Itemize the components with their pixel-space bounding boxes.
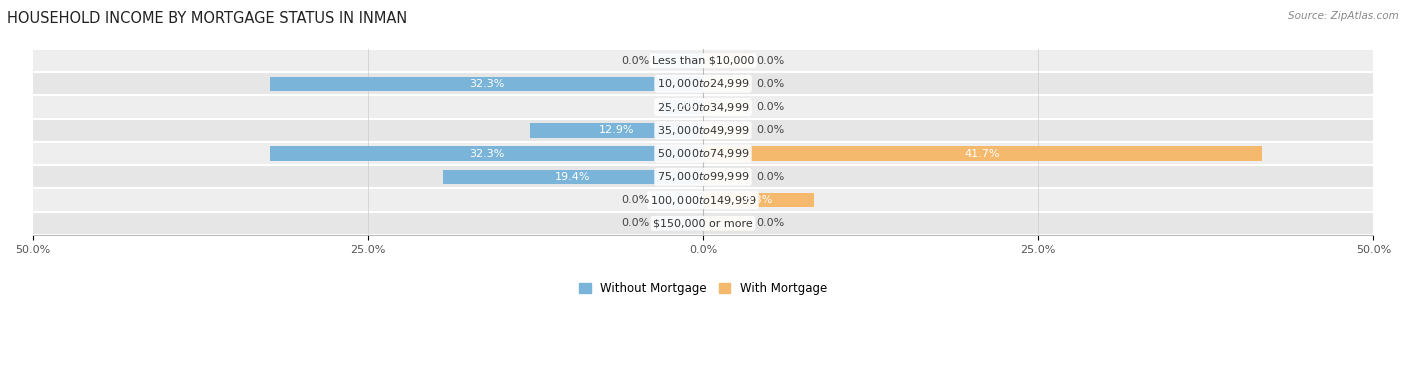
Text: Less than $10,000: Less than $10,000 (652, 55, 754, 66)
Text: 41.7%: 41.7% (965, 149, 1000, 159)
Text: 3.2%: 3.2% (668, 102, 696, 112)
Text: HOUSEHOLD INCOME BY MORTGAGE STATUS IN INMAN: HOUSEHOLD INCOME BY MORTGAGE STATUS IN I… (7, 11, 408, 26)
Text: 8.3%: 8.3% (744, 195, 773, 205)
Bar (703, 216, 749, 231)
Text: $25,000 to $34,999: $25,000 to $34,999 (657, 101, 749, 113)
Text: $100,000 to $149,999: $100,000 to $149,999 (650, 194, 756, 207)
Legend: Without Mortgage, With Mortgage: Without Mortgage, With Mortgage (574, 277, 832, 300)
Bar (703, 54, 749, 68)
Text: 12.9%: 12.9% (599, 125, 634, 135)
Bar (657, 193, 703, 207)
Text: $35,000 to $49,999: $35,000 to $49,999 (657, 124, 749, 137)
Text: 32.3%: 32.3% (468, 79, 505, 89)
Text: 32.3%: 32.3% (468, 149, 505, 159)
Bar (703, 146, 1263, 161)
Text: 0.0%: 0.0% (756, 172, 785, 182)
Bar (443, 170, 703, 184)
Bar (32, 119, 1374, 142)
Bar (32, 49, 1374, 72)
Text: $150,000 or more: $150,000 or more (654, 218, 752, 228)
Text: 0.0%: 0.0% (621, 55, 650, 66)
Text: 0.0%: 0.0% (756, 79, 785, 89)
Text: 0.0%: 0.0% (756, 102, 785, 112)
Bar (530, 123, 703, 138)
Bar (270, 146, 703, 161)
Bar (32, 72, 1374, 95)
Text: 0.0%: 0.0% (621, 195, 650, 205)
Bar (32, 95, 1374, 119)
Bar (657, 54, 703, 68)
Bar (703, 170, 749, 184)
Bar (659, 100, 703, 114)
Text: 0.0%: 0.0% (756, 55, 785, 66)
Bar (32, 188, 1374, 212)
Text: 0.0%: 0.0% (621, 218, 650, 228)
Text: 0.0%: 0.0% (756, 125, 785, 135)
Bar (32, 142, 1374, 165)
Bar (32, 165, 1374, 188)
Bar (32, 212, 1374, 235)
Text: Source: ZipAtlas.com: Source: ZipAtlas.com (1288, 11, 1399, 21)
Bar (657, 216, 703, 231)
Bar (703, 77, 749, 91)
Bar (703, 100, 749, 114)
Text: 0.0%: 0.0% (756, 218, 785, 228)
Bar (703, 123, 749, 138)
Bar (703, 193, 814, 207)
Text: $10,000 to $24,999: $10,000 to $24,999 (657, 77, 749, 90)
Text: $75,000 to $99,999: $75,000 to $99,999 (657, 170, 749, 183)
Text: 19.4%: 19.4% (555, 172, 591, 182)
Bar (270, 77, 703, 91)
Text: $50,000 to $74,999: $50,000 to $74,999 (657, 147, 749, 160)
